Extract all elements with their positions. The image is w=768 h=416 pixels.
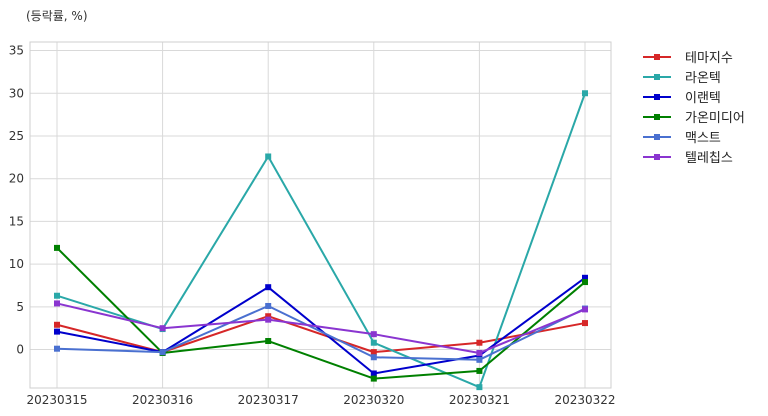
data-point: [370, 354, 377, 361]
data-point: [265, 302, 272, 309]
data-point: [159, 325, 166, 332]
data-point: [54, 328, 60, 335]
legend-marker: [654, 54, 660, 60]
data-point: [370, 349, 377, 356]
data-point: [476, 349, 483, 356]
x-tick-label: 20230320: [343, 393, 404, 407]
grid: [30, 42, 611, 388]
legend-marker: [654, 154, 660, 160]
y-tick-label: 35: [9, 44, 24, 58]
legend-label: 테마지수: [685, 51, 733, 66]
data-point: [265, 153, 272, 160]
data-point: [265, 284, 272, 291]
legend-item: 테마지수: [643, 51, 733, 66]
data-point: [370, 339, 377, 346]
data-point: [476, 367, 483, 374]
series-line: [56, 302, 586, 354]
data-point: [54, 244, 60, 251]
data-point: [265, 338, 272, 345]
y-tick-label: 5: [16, 300, 24, 314]
data-point: [54, 345, 60, 352]
x-axis-ticks: 20230315 20230316 20230317 20230320 20230321…: [26, 393, 615, 407]
x-tick-label: 20230322: [554, 393, 615, 407]
data-point: [159, 349, 166, 356]
y-tick-label: 30: [9, 86, 24, 100]
legend-marker: [654, 114, 660, 120]
y-tick-label: 15: [9, 214, 24, 228]
series-4: [54, 244, 588, 382]
series-6: [54, 300, 588, 356]
data-point: [582, 279, 588, 286]
series-lines: [54, 90, 588, 391]
y-tick-label: 0: [16, 343, 24, 357]
data-point: [582, 320, 588, 327]
y-tick-label: 25: [9, 129, 24, 143]
data-point: [54, 292, 60, 299]
data-point: [54, 300, 60, 307]
legend-label: 맥스트: [685, 131, 721, 146]
series-line: [56, 304, 586, 361]
y-axis-label: (등락률, %): [26, 9, 88, 23]
series-5: [54, 302, 588, 363]
legend-item: 맥스트: [643, 131, 721, 146]
legend-marker: [654, 94, 660, 100]
legend-item: 이랜텍: [643, 91, 721, 106]
series-line: [56, 247, 586, 380]
data-point: [54, 321, 60, 328]
data-point: [370, 331, 377, 338]
data-point: [476, 339, 483, 346]
x-tick-label: 20230315: [26, 393, 87, 407]
plot-area: [29, 41, 612, 389]
legend-label: 이랜텍: [685, 91, 721, 106]
x-tick-label: 20230321: [449, 393, 510, 407]
legend-marker: [654, 74, 660, 80]
legend-label: 가온미디어: [685, 111, 745, 126]
legend-item: 텔레칩스: [643, 151, 733, 166]
legend-marker: [654, 134, 660, 140]
data-point: [582, 306, 588, 313]
legend-label: 텔레칩스: [685, 151, 733, 166]
y-tick-label: 20: [9, 172, 24, 186]
data-point: [582, 90, 588, 97]
legend-label: 라온텍: [685, 71, 721, 86]
data-point: [265, 316, 272, 323]
data-point: [476, 356, 483, 363]
y-tick-label: 10: [9, 257, 24, 271]
y-axis-ticks: 0 5 10 15 20 25 30 35: [9, 44, 24, 357]
data-point: [370, 375, 377, 382]
data-point: [370, 370, 377, 377]
data-point: [476, 384, 483, 391]
data-point: [582, 274, 588, 281]
legend-item: 가온미디어: [643, 111, 745, 126]
x-tick-label: 20230316: [132, 393, 193, 407]
legend-item: 라온텍: [643, 71, 721, 86]
data-point: [265, 313, 272, 320]
series-line: [56, 276, 586, 375]
x-tick-label: 20230317: [238, 393, 299, 407]
